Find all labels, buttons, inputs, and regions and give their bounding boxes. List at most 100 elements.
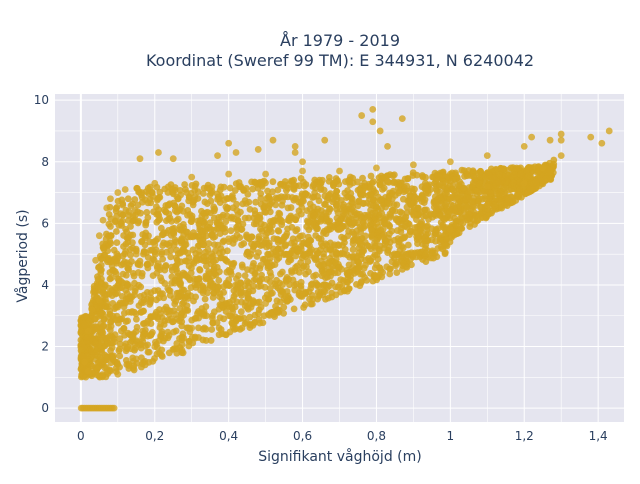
data-point: [130, 366, 138, 374]
data-point: [357, 270, 364, 278]
data-point: [112, 316, 120, 324]
data-point: [411, 193, 419, 201]
data-point: [192, 254, 200, 262]
data-point: [173, 208, 181, 216]
data-point: [80, 313, 88, 321]
data-point: [325, 177, 333, 185]
data-point: [300, 251, 308, 259]
data-point: [315, 292, 323, 300]
data-point: [83, 352, 91, 360]
data-point: [440, 171, 448, 179]
data-point: [532, 178, 540, 186]
data-point: [401, 215, 409, 223]
data-point: [287, 212, 295, 220]
data-point: [98, 349, 106, 357]
data-point: [102, 353, 110, 361]
data-point: [417, 227, 425, 235]
data-point: [225, 282, 233, 289]
data-point: [225, 235, 233, 243]
data-point: [104, 340, 112, 347]
data-point: [180, 245, 187, 253]
data-point: [106, 269, 114, 276]
data-point: [249, 287, 257, 295]
data-point: [118, 292, 126, 300]
data-point: [99, 240, 107, 248]
data-point: [311, 256, 319, 264]
data-point: [398, 209, 406, 217]
data-point: [453, 230, 461, 238]
data-point: [338, 249, 345, 257]
data-point: [458, 166, 466, 174]
data-point: [256, 319, 264, 327]
data-point: [156, 290, 164, 298]
data-point: [481, 192, 489, 200]
data-point: [381, 174, 389, 181]
data-point: [241, 302, 249, 310]
data-point: [446, 195, 454, 203]
data-point: [373, 164, 380, 172]
data-point: [78, 340, 86, 348]
data-point: [127, 223, 134, 230]
data-point: [373, 219, 380, 227]
data-point: [541, 177, 549, 184]
x-tick-label: 1: [447, 429, 455, 443]
data-point: [188, 232, 196, 240]
data-point: [390, 171, 398, 179]
data-point: [244, 266, 251, 274]
data-point: [258, 181, 266, 188]
points-layer: [77, 105, 613, 412]
data-point: [147, 246, 154, 254]
data-point: [288, 269, 296, 276]
data-point: [399, 195, 407, 203]
data-point: [178, 235, 185, 243]
data-point: [177, 258, 185, 266]
data-point: [161, 266, 169, 274]
data-point: [470, 216, 478, 224]
data-point: [497, 197, 505, 205]
data-point: [393, 269, 401, 276]
data-point: [165, 349, 173, 357]
data-point: [442, 179, 449, 187]
data-point: [428, 249, 436, 257]
data-point: [195, 324, 202, 332]
data-point: [317, 215, 325, 223]
data-point: [278, 245, 286, 253]
data-point: [398, 115, 406, 123]
data-point: [202, 272, 210, 280]
data-point: [116, 363, 123, 371]
data-point: [98, 280, 106, 288]
data-point: [105, 210, 113, 218]
data-point: [108, 292, 116, 299]
data-point: [192, 293, 200, 301]
data-point: [151, 250, 159, 258]
data-point: [150, 313, 158, 320]
data-point: [289, 276, 297, 284]
data-point: [360, 199, 367, 207]
data-point: [431, 229, 439, 237]
data-point: [266, 278, 274, 286]
data-point: [450, 205, 458, 213]
data-point: [292, 216, 299, 224]
data-point: [207, 279, 215, 286]
data-point: [140, 248, 148, 256]
data-point: [244, 248, 251, 256]
data-point: [465, 184, 473, 191]
data-point: [409, 161, 417, 169]
data-point: [179, 330, 187, 338]
data-point: [170, 230, 178, 238]
data-point: [494, 179, 502, 186]
data-point: [131, 206, 139, 214]
data-point: [136, 155, 144, 163]
data-point: [196, 266, 203, 273]
data-point: [304, 258, 312, 265]
data-point: [100, 245, 108, 253]
data-point: [528, 133, 536, 141]
data-point: [520, 142, 528, 150]
data-point: [193, 281, 201, 289]
data-point: [255, 298, 263, 306]
data-point: [299, 232, 306, 240]
data-point: [292, 252, 300, 260]
data-point: [199, 241, 207, 249]
data-point: [153, 262, 161, 270]
